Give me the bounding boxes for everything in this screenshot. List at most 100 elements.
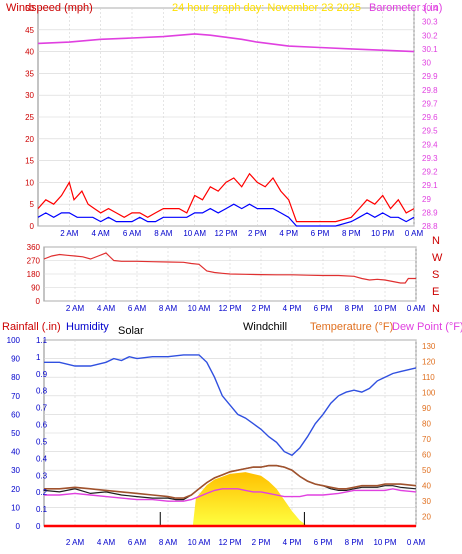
temp-x-tick-label: 0 AM [407,538,426,547]
humidity-y-tick-label: 70 [11,392,20,401]
wind-y-tick-label: 5 [30,200,35,209]
wind-x-tick-label: 10 PM [371,229,394,238]
barometer-y-tick-label: 28.8 [422,222,438,231]
barometer-y-tick-label: 29.1 [422,181,438,190]
direction-x-tick-label: 0 AM [407,304,426,313]
temp-y-tick-label: 120 [422,358,436,367]
direction-x-tick-label: 2 PM [252,304,271,313]
temp-y-tick-label: 100 [422,389,436,398]
temp-x-tick-label: 2 AM [66,538,85,547]
temp-series [43,354,417,528]
rain-y-tick-label: 0.2 [36,488,48,497]
compass-label: S [432,269,439,281]
barometer-label: Barometer (.in) [369,2,442,14]
direction-x-tick-label: 4 PM [283,304,302,313]
wind-grid [38,7,415,227]
compass-label: N [432,235,440,247]
wind-x-tick-label: 2 PM [248,229,267,238]
rain-y-tick-label: 1 [36,353,41,362]
barometer-y-tick-label: 29.3 [422,154,438,163]
wind-x-tick-label: 2 AM [60,229,79,238]
barometer-y-tick-label: 28.9 [422,208,438,217]
wind-y-tick-label: 30 [25,91,34,100]
dew-point-line [44,488,417,502]
temp-x-tick-label: 10 AM [188,538,211,547]
chart-title: 24 hour graph day: November 23 2025 [172,2,361,14]
rain-y-tick-label: 1.1 [36,336,48,345]
humidity-y-tick-label: 60 [11,410,20,419]
wind-speed-line [37,172,415,223]
temp-y-tick-label: 50 [422,466,431,475]
solar-label: Solar [118,325,144,337]
direction-y-tick-label: 90 [31,284,40,293]
wind-x-tick-label: 12 PM [214,229,237,238]
temp-x-tick-label: 10 PM [373,538,396,547]
barometer-line [37,33,415,53]
direction-series [43,252,416,284]
temp-y-tick-label: 110 [422,373,435,382]
barometer-y-tick-label: 29.2 [422,168,438,177]
wind-x-tick-label: 6 PM [311,229,330,238]
temp-x-tick-label: 8 PM [345,538,364,547]
direction-x-tick-label: 10 AM [188,304,211,313]
direction-x-axis-labels: 2 AM 4 AM 6 AM 8 AM 10 AM 12 PM 2 PM 4 PM 6 PM 8 … [66,304,426,313]
rain-y-tick-label: 0.6 [36,421,48,430]
rain-y-tick-label: 0.5 [36,437,48,446]
barometer-y-tick-label: 29.9 [422,72,438,81]
temp-y-tick-label: 20 [422,513,431,522]
wind-x-tick-label: 10 AM [183,229,206,238]
barometer-y-tick-label: 29.5 [422,127,438,136]
direction-line [43,252,416,284]
wind-series [37,33,415,227]
temperature-line [44,464,417,499]
temp-x-tick-label: 2 PM [252,538,271,547]
wind-x-tick-label: 4 PM [279,229,298,238]
temp-x-tick-label: 8 AM [159,538,178,547]
direction-y-tick-label: 270 [27,257,41,266]
temperature-label: Temperature (°F) [310,321,393,333]
wind-y-tick-label: 0 [30,222,35,231]
humidity-y-tick-label: 90 [11,355,20,364]
humidity-label: Humidity [66,321,109,333]
rain-y-tick-label: 0.4 [36,454,48,463]
wind-y-tick-label: 45 [25,26,34,35]
compass-label: E [432,286,439,298]
rain-y-tick-label: 0.1 [36,505,48,514]
humidity-y-tick-label: 10 [11,503,20,512]
barometer-y-tick-label: 29.6 [422,113,438,122]
barometer-y-tick-label: 29.4 [422,140,438,149]
compass-label: N [432,303,440,315]
barometer-y-tick-label: 30.4 [422,4,438,13]
barometer-y-tick-label: 30.1 [422,45,438,54]
humidity-y-tick-label: 80 [11,373,20,382]
barometer-y-tick-label: 29.7 [422,99,438,108]
wind-x-tick-label: 4 AM [92,229,111,238]
rain-y-tick-label: 0.9 [36,370,48,379]
temp-x-tick-label: 6 AM [128,538,147,547]
rain-y-tick-label: 0.3 [36,471,48,480]
direction-y-axis-labels: 0 90 180 270 360 [27,243,41,306]
direction-x-tick-label: 8 PM [345,304,364,313]
temp-x-tick-label: 4 PM [283,538,302,547]
rain-y-axis-labels: 0 0.1 0.2 0.3 0.4 0.5 0.6 0.7 0.8 0.9 1 1.1 [36,336,48,531]
temp-y-tick-label: 130 [422,342,436,351]
dew-point-label: Dew Point (°F) [392,321,462,333]
wind-x-tick-label: 0 AM [405,229,424,238]
direction-y-tick-label: 360 [27,243,41,252]
temp-y-tick-label: 60 [422,451,431,460]
direction-x-tick-label: 6 PM [314,304,333,313]
wind-gust-line [37,203,415,227]
wind-y-tick-label: 40 [25,48,34,57]
windchill-label: Windchill [243,321,287,333]
temp-x-tick-label: 4 AM [97,538,116,547]
temp-y-tick-label: 70 [422,435,431,444]
humidity-y-tick-label: 20 [11,485,20,494]
wind-y-tick-label: 50 [25,4,34,13]
rain-y-tick-label: 0.8 [36,387,48,396]
temp-y-tick-label: 30 [422,497,431,506]
direction-x-tick-label: 2 AM [66,304,85,313]
solar-area [192,472,308,526]
